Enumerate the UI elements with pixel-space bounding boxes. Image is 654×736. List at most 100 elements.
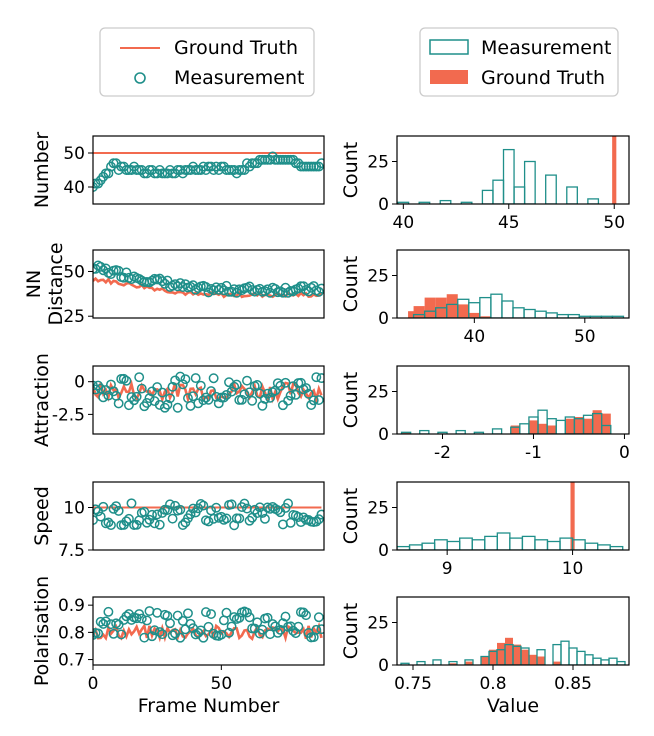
speed-ts-measurement-point-14 xyxy=(123,513,134,524)
polarisation-ts-measurement-point-11 xyxy=(116,629,127,640)
polarisation-ts-measurement-point-3 xyxy=(95,616,106,627)
speed-hist-ytick-label-1: 25 xyxy=(367,499,389,519)
polarisation-ts-measurement-point-70 xyxy=(267,619,278,630)
speed-hist-measurement-bar-8 xyxy=(496,532,511,550)
polarisation-ts-measurement-point-53 xyxy=(224,627,234,638)
speed-hist-measurement-bar-7 xyxy=(484,535,498,550)
attraction-ts-measurement-point-52 xyxy=(221,389,232,400)
number-hist-measurement-bar-3 xyxy=(460,201,473,204)
attraction-ts-measurement-point-2 xyxy=(93,380,104,391)
polarisation-hist-ground-truth-bar-8 xyxy=(529,654,537,665)
polarisation-ts-measurement-point-82 xyxy=(298,607,309,618)
nn-ts-measurement-point-4 xyxy=(98,265,109,276)
nn-ts-measurement-point-13 xyxy=(121,267,132,278)
polarisation-hist-measurement-bar-11 xyxy=(536,649,546,665)
speed-hist-frame xyxy=(396,481,630,551)
nn-hist-ground-truth-bar-5 xyxy=(457,304,469,318)
polarisation-ts-measurement-point-45 xyxy=(203,621,214,632)
speed-ts-measurement-point-8 xyxy=(108,503,119,514)
speed-ts-measurement-point-67 xyxy=(260,513,270,524)
speed-ts-measurement-point-34 xyxy=(175,504,186,515)
attraction-ts-measurement-point-17 xyxy=(131,391,142,402)
polarisation-hist-ground-truth-bar-6 xyxy=(513,644,521,665)
nn-ts-measurement-point-40 xyxy=(190,284,201,295)
number-hist-plot-area xyxy=(397,136,617,204)
speed-ts-measurement-point-50 xyxy=(216,511,227,522)
polarisation-ts-ylabel: Polarisation xyxy=(31,576,53,686)
polarisation-hist-ground-truth-bar-2 xyxy=(481,656,489,665)
nn-ts-measurement-point-75 xyxy=(280,282,291,293)
polarisation-ts-xtick-label-1: 50 xyxy=(211,674,233,694)
speed-ts-measurement-point-52 xyxy=(221,513,232,524)
attraction-hist-ground-truth-bar-1 xyxy=(510,425,520,434)
attraction-ts-measurement-point-74 xyxy=(277,400,288,411)
attraction-hist-ground-truth-bar-4 xyxy=(547,425,557,434)
speed-ts-measurement-point-87 xyxy=(311,516,322,527)
speed-hist-measurement-bar-5 xyxy=(459,537,473,550)
attraction-ts-measurement-point-27 xyxy=(157,387,168,398)
polarisation-hist-measurement-bar-15 xyxy=(576,650,586,665)
legend-right-frame xyxy=(419,27,619,97)
attraction-ts-measurement-point-43 xyxy=(198,395,209,406)
legend-left-item-0-label: Ground Truth xyxy=(174,37,298,59)
nn-hist-ylabel: Count xyxy=(340,256,362,312)
attraction-ts-measurement-point-77 xyxy=(285,390,296,401)
attraction-ts-ytick-label-1: -2.5 xyxy=(52,405,85,425)
nn-ts-measurement-point-49 xyxy=(213,284,224,295)
attraction-ts-measurement-point-41 xyxy=(193,398,204,409)
polarisation-ts-measurement-point-24 xyxy=(149,625,160,636)
polarisation-ts-measurement-point-23 xyxy=(147,631,157,642)
speed-ts-measurement-point-89 xyxy=(316,509,324,520)
attraction-ts-frame xyxy=(92,365,325,435)
attraction-hist-ground-truth-bar-8 xyxy=(592,410,602,434)
attraction-ts-measurement-point-54 xyxy=(226,386,237,397)
nn-ts-ylabel: NNDistance xyxy=(23,242,67,325)
legend-left-frame xyxy=(99,27,315,97)
number-hist-measurement-bar-9 xyxy=(545,174,557,204)
nn-hist-measurement-bar-12 xyxy=(545,312,558,318)
nn-hist-measurement-bar-9 xyxy=(512,307,525,318)
number-hist-xtick-label-1: 45 xyxy=(498,213,520,233)
attraction-ts-measurement-point-59 xyxy=(239,389,250,400)
attraction-hist-ground-truth-bar-6 xyxy=(574,417,584,434)
polarisation-hist-measurement-bar-19 xyxy=(608,657,618,665)
attraction-ts-measurement-point-67 xyxy=(260,393,270,404)
polarisation-ts-ytick-label-2: 0.7 xyxy=(58,651,85,671)
speed-ts-ytick-label-0: 10 xyxy=(63,499,85,519)
legend-ground-truth-bar xyxy=(430,70,468,84)
polarisation-ts-xtick-label-0: 0 xyxy=(88,674,99,694)
polarisation-ts-measurement-point-60 xyxy=(242,607,252,618)
attraction-ts-measurement-point-15 xyxy=(126,392,137,402)
polarisation-ts-measurement-point-15 xyxy=(126,614,137,625)
nn-ts-measurement-point-85 xyxy=(306,282,317,293)
speed-ts-measurement-point-29 xyxy=(162,505,173,515)
polarisation-ts-measurement-point-21 xyxy=(141,615,152,626)
attraction-ts-measurement-point-35 xyxy=(177,379,188,390)
polarisation-hist-measurement-bar-16 xyxy=(584,654,594,665)
attraction-ts-measurement-point-42 xyxy=(195,380,206,391)
polarisation-ts-measurement-point-34 xyxy=(175,632,186,643)
polarisation-ts-xlabel: Frame Number xyxy=(138,695,280,717)
polarisation-ts-measurement-point-80 xyxy=(293,621,304,632)
nn-hist-measurement-bar-8 xyxy=(501,300,514,318)
speed-ts-measurement-point-38 xyxy=(185,509,196,520)
polarisation-ts-measurement-point-66 xyxy=(257,624,268,635)
polarisation-hist-ground-truth-bar-0 xyxy=(449,663,457,665)
polarisation-hist-measurement-bar-14 xyxy=(568,647,578,665)
nn-hist-measurement-bar-10 xyxy=(523,308,536,318)
polarisation-hist-xtick-label-0: 0.75 xyxy=(394,674,432,694)
polarisation-ts-measurement-point-61 xyxy=(244,612,255,623)
speed-ts-measurement-point-70 xyxy=(267,501,278,512)
nn-ts-measurement-point-50 xyxy=(216,282,227,293)
speed-ts-measurement-point-88 xyxy=(313,514,324,525)
attraction-ts-measurement-point-49 xyxy=(213,398,224,409)
attraction-ts-measurement-point-13 xyxy=(121,375,132,386)
speed-hist-measurement-bar-4 xyxy=(446,540,461,550)
nn-ts-measurement-point-67 xyxy=(260,286,270,297)
nn-ts-measurement-point-29 xyxy=(162,275,173,286)
attraction-hist-ytick-label-1: 25 xyxy=(367,383,389,403)
polarisation-ts-measurement-point-5 xyxy=(100,616,111,627)
speed-ts-measurement-point-76 xyxy=(283,498,294,509)
